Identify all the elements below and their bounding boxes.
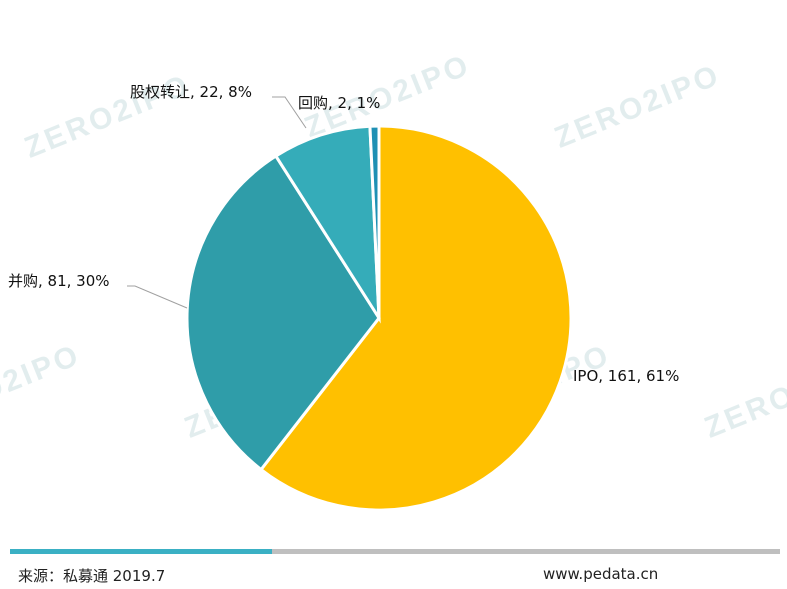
data-label-equity-transfer: 股权转让, 22, 8% [130,83,252,101]
data-label-ma: 并购, 81, 30% [8,272,110,290]
source-text: 来源：私募通 2019.7 [18,567,166,585]
leader-line-ma [127,285,188,309]
footer-bar-rest [272,549,780,554]
data-label-buyback: 回购, 2, 1% [298,94,381,112]
pie-slice-0 [258,124,573,512]
data-label-ipo: IPO, 161, 61% [573,367,680,385]
pie-slice-1 [185,153,381,472]
pie-slice-3 [368,124,381,319]
footer-bar-accent [10,549,272,554]
website-text: www.pedata.cn [543,565,659,583]
leader-line-equity-transfer [272,96,307,129]
pie-slice-2 [273,124,381,324]
